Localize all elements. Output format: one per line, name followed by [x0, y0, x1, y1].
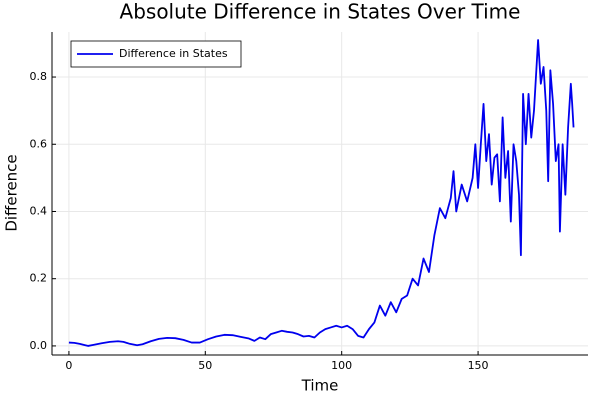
x-tick-label: 50 [198, 359, 212, 372]
y-tick-label: 0.4 [30, 204, 48, 217]
y-tick-label: 0.8 [30, 70, 48, 83]
y-tick-label: 0.2 [30, 272, 48, 285]
legend-label: Difference in States [119, 47, 228, 60]
data-line [68, 39, 575, 347]
chart-title: Absolute Difference in States Over Time [120, 0, 521, 24]
x-tick-label: 0 [65, 359, 72, 372]
y-tick-label: 0.0 [30, 339, 48, 352]
y-tick-label: 0.6 [30, 137, 48, 150]
x-tick-label: 100 [331, 359, 352, 372]
y-axis-label: Difference [3, 154, 21, 231]
x-axis-label: Time [301, 377, 339, 395]
x-tick-label: 150 [468, 359, 489, 372]
